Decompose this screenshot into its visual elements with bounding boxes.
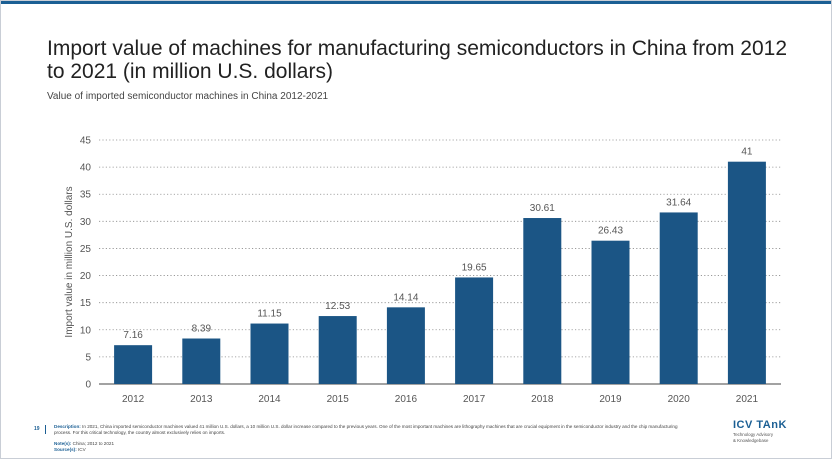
bar bbox=[114, 345, 153, 384]
bar-value-label: 14.14 bbox=[393, 292, 418, 303]
x-tick-label: 2020 bbox=[668, 394, 691, 405]
x-tick-label: 2019 bbox=[599, 394, 622, 405]
y-tick-label: 45 bbox=[80, 136, 92, 147]
x-tick-label: 2014 bbox=[258, 394, 281, 405]
y-axis-title: Import value in million U.S. dollars bbox=[64, 186, 75, 337]
bar bbox=[250, 323, 289, 384]
x-tick-label: 2015 bbox=[327, 394, 350, 405]
y-tick-label: 0 bbox=[85, 380, 91, 391]
bar-value-label: 11.15 bbox=[257, 309, 282, 320]
y-tick-label: 10 bbox=[80, 325, 92, 336]
y-tick-label: 20 bbox=[80, 271, 92, 282]
notes-label: Note(s): bbox=[54, 441, 72, 446]
y-tick-label: 35 bbox=[80, 190, 92, 201]
chart-subtitle: Value of imported semiconductor machines… bbox=[47, 91, 329, 102]
top-accent-bar bbox=[1, 1, 831, 4]
x-tick-label: 2021 bbox=[736, 394, 759, 405]
bar bbox=[318, 316, 357, 384]
description-text: In 2021, China imported semiconductor ma… bbox=[54, 424, 678, 435]
footnote-notes: Note(s): China; 2012 to 2021 Source(s): … bbox=[54, 441, 114, 452]
bar bbox=[591, 240, 630, 384]
chart-title: Import value of machines for manufacturi… bbox=[47, 37, 788, 83]
x-tick-label: 2012 bbox=[122, 394, 145, 405]
source-text: ICV bbox=[78, 446, 86, 452]
bar-value-label: 8.39 bbox=[192, 324, 212, 335]
bar bbox=[182, 338, 221, 384]
footnote-description: Description: In 2021, China imported sem… bbox=[54, 424, 694, 435]
bar-value-label: 41 bbox=[741, 147, 753, 158]
source-label: Source(s): bbox=[54, 446, 77, 452]
bar bbox=[523, 218, 562, 384]
y-tick-label: 5 bbox=[85, 352, 91, 363]
x-tick-label: 2013 bbox=[190, 394, 213, 405]
notes-text: China; 2012 to 2021 bbox=[72, 441, 115, 446]
bar bbox=[727, 161, 766, 384]
footer-marker bbox=[45, 425, 46, 434]
x-tick-label: 2017 bbox=[463, 394, 486, 405]
bar-value-label: 19.65 bbox=[462, 262, 487, 273]
page-number: 19 bbox=[34, 426, 40, 432]
bar bbox=[386, 307, 425, 384]
bar-value-label: 7.16 bbox=[123, 330, 143, 341]
bar-value-label: 26.43 bbox=[598, 226, 623, 237]
y-tick-label: 40 bbox=[80, 163, 92, 174]
x-tick-label: 2016 bbox=[395, 394, 418, 405]
x-tick-label: 2018 bbox=[531, 394, 554, 405]
y-tick-label: 30 bbox=[80, 217, 92, 228]
bar bbox=[659, 212, 698, 384]
logo-tagline-1: Technology Advisory bbox=[733, 432, 774, 437]
y-tick-label: 15 bbox=[80, 298, 92, 309]
bar-value-label: 30.61 bbox=[530, 203, 555, 214]
icv-tank-logo: ICV TAnK Technology Advisory & Knowledge… bbox=[733, 419, 803, 449]
bar-value-label: 12.53 bbox=[325, 301, 350, 312]
bar bbox=[455, 277, 494, 384]
bar-value-label: 31.64 bbox=[666, 197, 691, 208]
logo-name: ICV TAnK bbox=[733, 419, 787, 431]
description-label: Description: bbox=[54, 424, 81, 429]
y-tick-label: 25 bbox=[80, 244, 92, 255]
logo-tagline-2: & Knowledgebase bbox=[733, 438, 769, 443]
